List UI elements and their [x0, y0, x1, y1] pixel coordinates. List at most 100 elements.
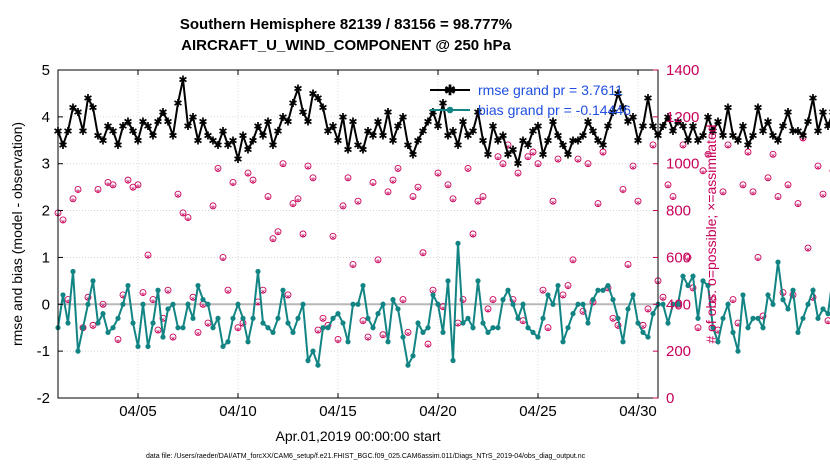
chart-title-line2: AIRCRAFT_U_WIND_COMPONENT @ 250 hPa	[181, 37, 511, 54]
rmse-point: ✱	[228, 134, 237, 147]
rmse-point: ✱	[723, 101, 732, 114]
rmse-point: ✱	[543, 134, 552, 147]
bias-point	[60, 292, 66, 298]
obs-assimilated-point: *	[61, 219, 66, 229]
bias-point	[165, 306, 171, 312]
rmse-point: ✱	[448, 125, 457, 138]
x-tick-label: 04/05	[119, 403, 157, 420]
obs-assimilated-point: *	[826, 320, 830, 330]
rmse-point: ✱	[533, 120, 542, 133]
obs-assimilated-point: *	[311, 177, 316, 187]
obs-assimilated-point: *	[286, 294, 291, 304]
rmse-point: ✱	[718, 130, 727, 143]
rmse-point: ✱	[178, 73, 187, 86]
obs-possible-point	[529, 148, 537, 156]
rmse-point: ✱	[148, 130, 157, 143]
bias-point	[260, 320, 266, 326]
obs-possible-point	[524, 153, 532, 161]
y-tick-label: 4	[42, 109, 50, 126]
bias-point	[650, 311, 656, 317]
obs-assimilated-point: *	[231, 181, 236, 191]
obs-possible-point	[569, 256, 577, 264]
obs-assimilated-point: *	[91, 324, 96, 334]
series-layer: ✱✱✱✱✱✱✱✱✱✱✱✱✱✱✱✱✱✱✱✱✱✱✱✱✱✱✱✱✱✱✱✱✱✱✱✱✱✱✱✱…	[53, 73, 830, 369]
obs-assimilated-point: *	[786, 184, 791, 194]
rmse-point: ✱	[738, 120, 747, 133]
obs-assimilated-point: *	[636, 200, 641, 210]
rmse-point: ✱	[763, 116, 772, 129]
legend-rmse-marker: ✱	[444, 82, 456, 98]
bias-point	[470, 325, 476, 331]
rmse-point: ✱	[773, 134, 782, 147]
rmse-point: ✱	[708, 125, 717, 138]
obs-possible-point	[249, 176, 257, 184]
obs-possible-point	[664, 181, 672, 189]
bias-point	[175, 325, 181, 331]
obs-possible-point	[804, 244, 812, 252]
obs-possible-point	[759, 312, 767, 320]
bias-point	[85, 301, 91, 307]
rmse-point: ✱	[778, 120, 787, 133]
bias-point	[490, 325, 496, 331]
bias-point	[380, 301, 386, 307]
obs-possible-point	[749, 188, 757, 196]
bias-point	[405, 362, 411, 368]
rmse-point: ✱	[333, 134, 342, 147]
bias-point	[535, 334, 541, 340]
obs-assimilated-point: *	[566, 284, 571, 294]
rmse-point: ✱	[298, 106, 307, 119]
rmse-point: ✱	[628, 111, 637, 124]
rmse-point: ✱	[813, 125, 822, 138]
obs-assimilated-point: *	[771, 153, 776, 163]
rmse-point: ✱	[203, 130, 212, 143]
x-tick-label: 04/25	[519, 403, 557, 420]
obs-assimilated-point: *	[191, 296, 196, 306]
bias-point	[605, 282, 611, 289]
bias-point	[120, 301, 126, 307]
obs-assimilated-point: *	[156, 329, 161, 339]
rmse-point: ✱	[138, 116, 147, 129]
legend: ✱ rmse grand pr = 3.7611 bias grand pr =…	[430, 82, 631, 118]
bias-point	[785, 306, 791, 312]
bias-point	[220, 343, 226, 350]
rmse-point: ✱	[828, 106, 830, 119]
obs-possible-point	[364, 333, 372, 341]
obs-possible-point	[319, 314, 327, 322]
bias-point	[575, 301, 581, 307]
obs-possible-point	[584, 160, 592, 168]
obs-assimilated-point: *	[746, 151, 751, 161]
bias-point	[725, 301, 731, 307]
rmse-point: ✱	[238, 130, 247, 143]
bias-point	[695, 315, 701, 321]
bias-point	[415, 320, 421, 326]
rmse-point: ✱	[753, 101, 762, 114]
rmse-point: ✱	[433, 120, 442, 133]
rmse-point: ✱	[368, 130, 377, 143]
obs-possible-point	[679, 141, 687, 149]
bias-point	[765, 292, 771, 298]
rmse-point: ✱	[98, 134, 107, 147]
bias-point	[75, 348, 81, 354]
chart-title-line1: Southern Hemisphere 82139 / 83156 = 98.7…	[180, 16, 512, 33]
bias-point	[820, 306, 826, 312]
bias-point	[730, 329, 736, 335]
obs-assimilated-point: *	[211, 205, 216, 215]
obs-possible-point	[699, 167, 707, 175]
rmse-point: ✱	[673, 116, 682, 129]
obs-possible-point	[554, 155, 562, 163]
rmse-point: ✱	[713, 116, 722, 129]
obs-assimilated-point: *	[806, 247, 811, 257]
obs-assimilated-point: *	[321, 317, 326, 327]
obs-possible-point	[394, 164, 402, 172]
rmse-point: ✱	[798, 130, 807, 143]
obs-possible-point	[719, 188, 727, 196]
obs-assimilated-point: *	[396, 167, 401, 177]
obs-assimilated-point: *	[661, 296, 666, 306]
obs-assimilated-point: *	[196, 331, 201, 341]
bias-point	[800, 315, 806, 321]
obs-assimilated-point: *	[376, 259, 381, 269]
bias-point	[680, 273, 686, 279]
obs-possible-point	[499, 160, 507, 168]
obs-possible-point	[244, 169, 252, 177]
rmse-point: ✱	[603, 120, 612, 133]
